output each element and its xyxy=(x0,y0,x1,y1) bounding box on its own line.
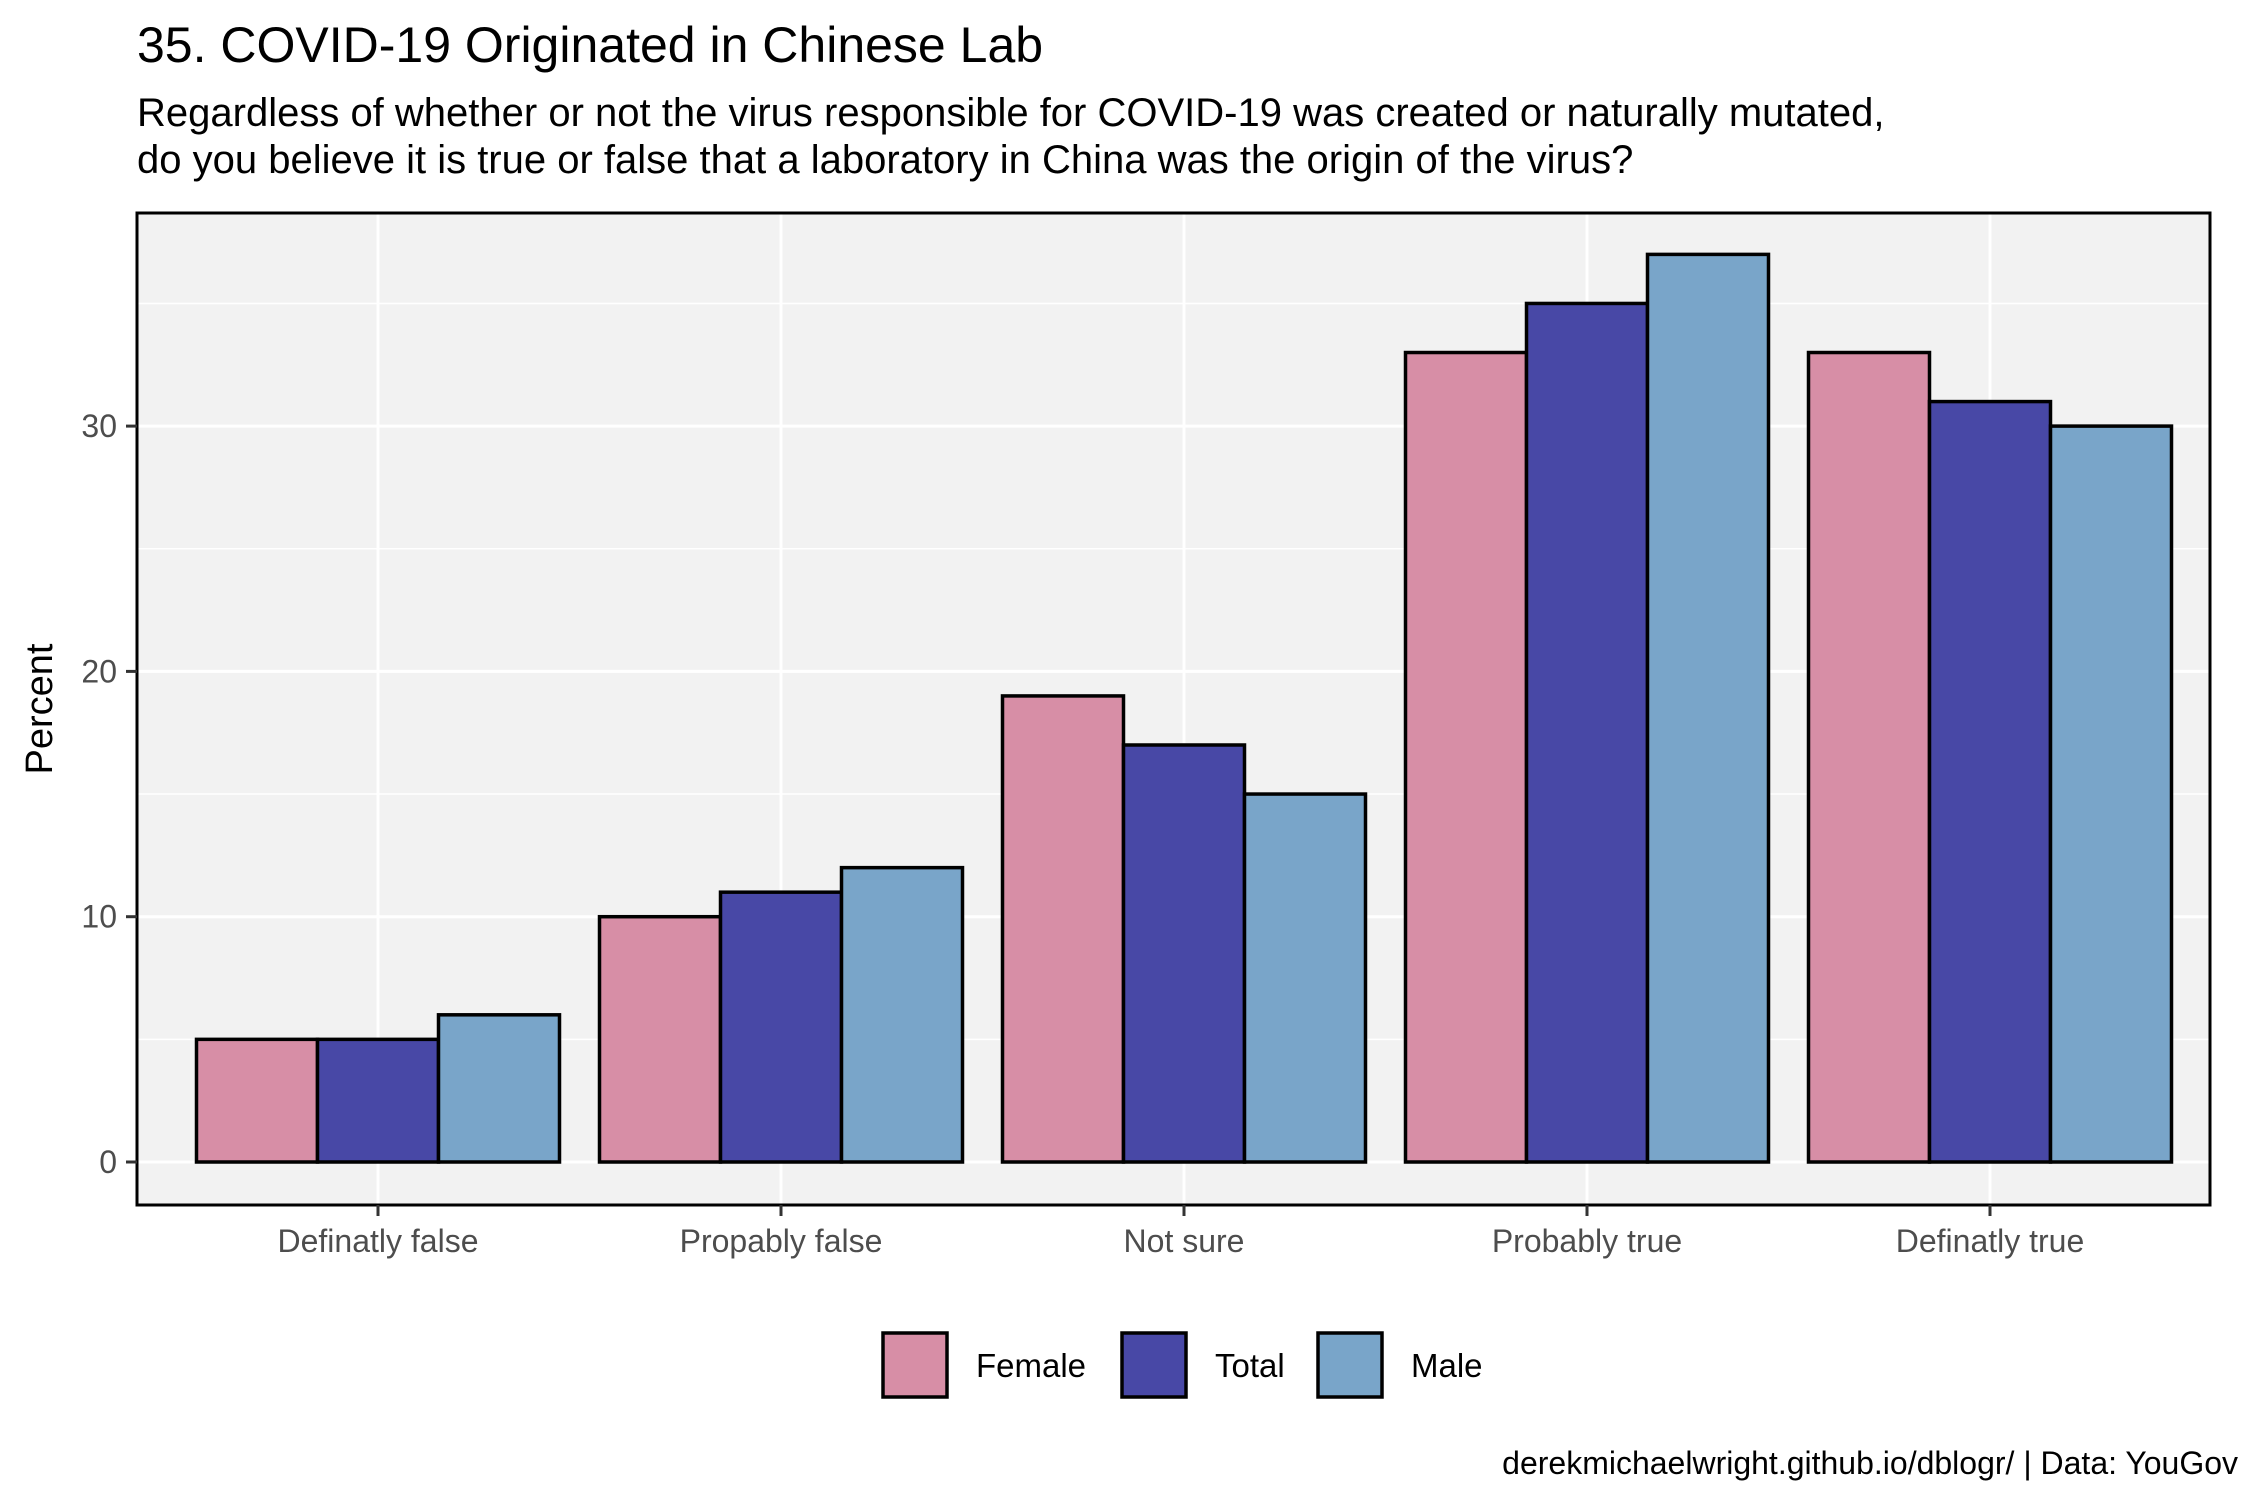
y-tick-label: 0 xyxy=(99,1144,117,1180)
bar-female-1 xyxy=(194,1037,320,1164)
x-axis: Definatly false Propably false Not sure Pro… xyxy=(278,1205,2085,1259)
bar-female-5 xyxy=(1806,350,1932,1164)
subtitle-line-2: do you believe it is true or false that … xyxy=(137,138,1634,182)
y-tick-label: 20 xyxy=(81,653,117,689)
bar-total-5 xyxy=(1927,399,2053,1164)
legend-label-male: Male xyxy=(1411,1347,1483,1384)
legend-label-total: Total xyxy=(1215,1347,1285,1384)
legend: Female Total Male xyxy=(881,1331,1483,1399)
chart-title: 35. COVID-19 Originated in Chinese Lab xyxy=(137,17,1044,73)
legend-label-female: Female xyxy=(976,1347,1086,1384)
bar-male-4 xyxy=(1645,252,1771,1164)
chart-subtitle: Regardless of whether or not the virus r… xyxy=(137,90,1885,184)
x-tick-label: Not sure xyxy=(1124,1223,1245,1259)
bar-male-3 xyxy=(1242,792,1368,1164)
x-tick-label: Definatly true xyxy=(1896,1223,2085,1259)
bar-female-2 xyxy=(597,914,723,1164)
y-tick-label: 30 xyxy=(81,408,117,444)
subtitle-line-1: Regardless of whether or not the virus r… xyxy=(137,91,1885,135)
bar-female-4 xyxy=(1403,350,1529,1164)
bar-male-5 xyxy=(2048,424,2174,1164)
bar-total-3 xyxy=(1121,743,1247,1164)
y-axis: 0 10 20 30 xyxy=(81,408,137,1180)
bar-total-1 xyxy=(315,1037,441,1164)
bar-female-3 xyxy=(1000,694,1126,1164)
legend-key-total xyxy=(1120,1331,1188,1399)
y-axis-label: Percent xyxy=(19,643,61,774)
y-tick-label: 10 xyxy=(81,899,117,935)
bar-total-2 xyxy=(718,890,844,1164)
bar-male-2 xyxy=(839,865,965,1164)
bars xyxy=(194,252,2174,1164)
x-tick-label: Probably true xyxy=(1492,1223,1682,1259)
x-tick-label: Definatly false xyxy=(278,1223,479,1259)
bar-male-1 xyxy=(436,1013,562,1164)
bar-total-4 xyxy=(1524,301,1650,1164)
legend-key-female xyxy=(881,1331,949,1399)
legend-key-male xyxy=(1316,1331,1384,1399)
x-tick-label: Propably false xyxy=(680,1223,883,1259)
plot-border xyxy=(135,211,2212,1207)
chart-caption: derekmichaelwright.github.io/dblogr/ | D… xyxy=(1502,1445,2238,1481)
